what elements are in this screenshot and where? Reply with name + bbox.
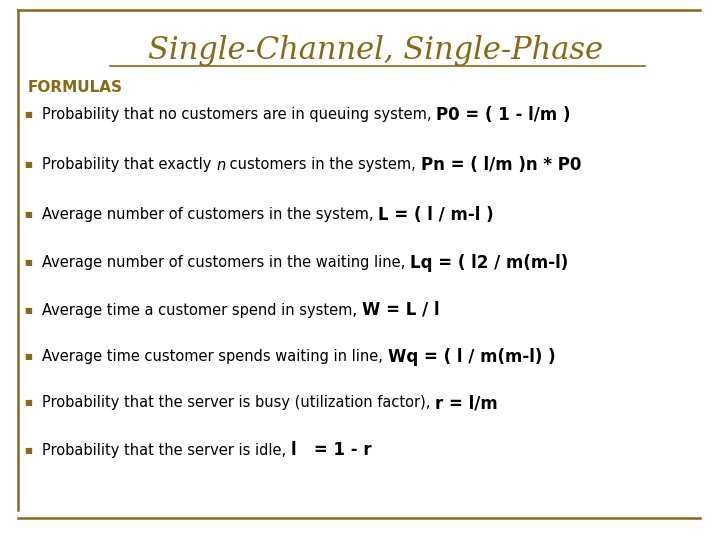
Text: l   = 1 - r: l = 1 - r [291, 441, 372, 459]
Text: Probability that no customers are in queuing system,: Probability that no customers are in que… [42, 107, 436, 123]
Text: Probability that exactly: Probability that exactly [42, 158, 216, 172]
Text: ■: ■ [24, 306, 32, 314]
Text: customers in the system,: customers in the system, [225, 158, 420, 172]
Text: Average number of customers in the system,: Average number of customers in the syste… [42, 207, 378, 222]
Text: W = L / l: W = L / l [361, 301, 439, 319]
Text: Average number of customers in the waiting line,: Average number of customers in the waiti… [42, 255, 410, 271]
Text: n: n [216, 158, 225, 172]
Text: Lq = ( l2 / m(m-l): Lq = ( l2 / m(m-l) [410, 254, 568, 272]
Text: Average time customer spends waiting in line,: Average time customer spends waiting in … [42, 349, 387, 364]
Text: Single-Channel, Single-Phase: Single-Channel, Single-Phase [148, 35, 603, 65]
Text: ■: ■ [24, 111, 32, 119]
Text: Average time a customer spend in system,: Average time a customer spend in system, [42, 302, 361, 318]
Text: Pn = ( l/m )n * P0: Pn = ( l/m )n * P0 [420, 156, 581, 174]
Text: r = l/m: r = l/m [435, 394, 498, 412]
Text: P0 = ( 1 - l/m ): P0 = ( 1 - l/m ) [436, 106, 571, 124]
Text: Probability that the server is idle,: Probability that the server is idle, [42, 442, 291, 457]
Text: ■: ■ [24, 211, 32, 219]
Text: ■: ■ [24, 446, 32, 455]
Text: ■: ■ [24, 399, 32, 408]
Text: Wq = ( l / m(m-l) ): Wq = ( l / m(m-l) ) [387, 348, 555, 366]
Text: FORMULAS: FORMULAS [28, 80, 123, 96]
Text: ■: ■ [24, 353, 32, 361]
Text: Probability that the server is busy (utilization factor),: Probability that the server is busy (uti… [42, 395, 435, 410]
Text: L = ( l / m-l ): L = ( l / m-l ) [378, 206, 494, 224]
Text: ■: ■ [24, 160, 32, 170]
Text: ■: ■ [24, 259, 32, 267]
